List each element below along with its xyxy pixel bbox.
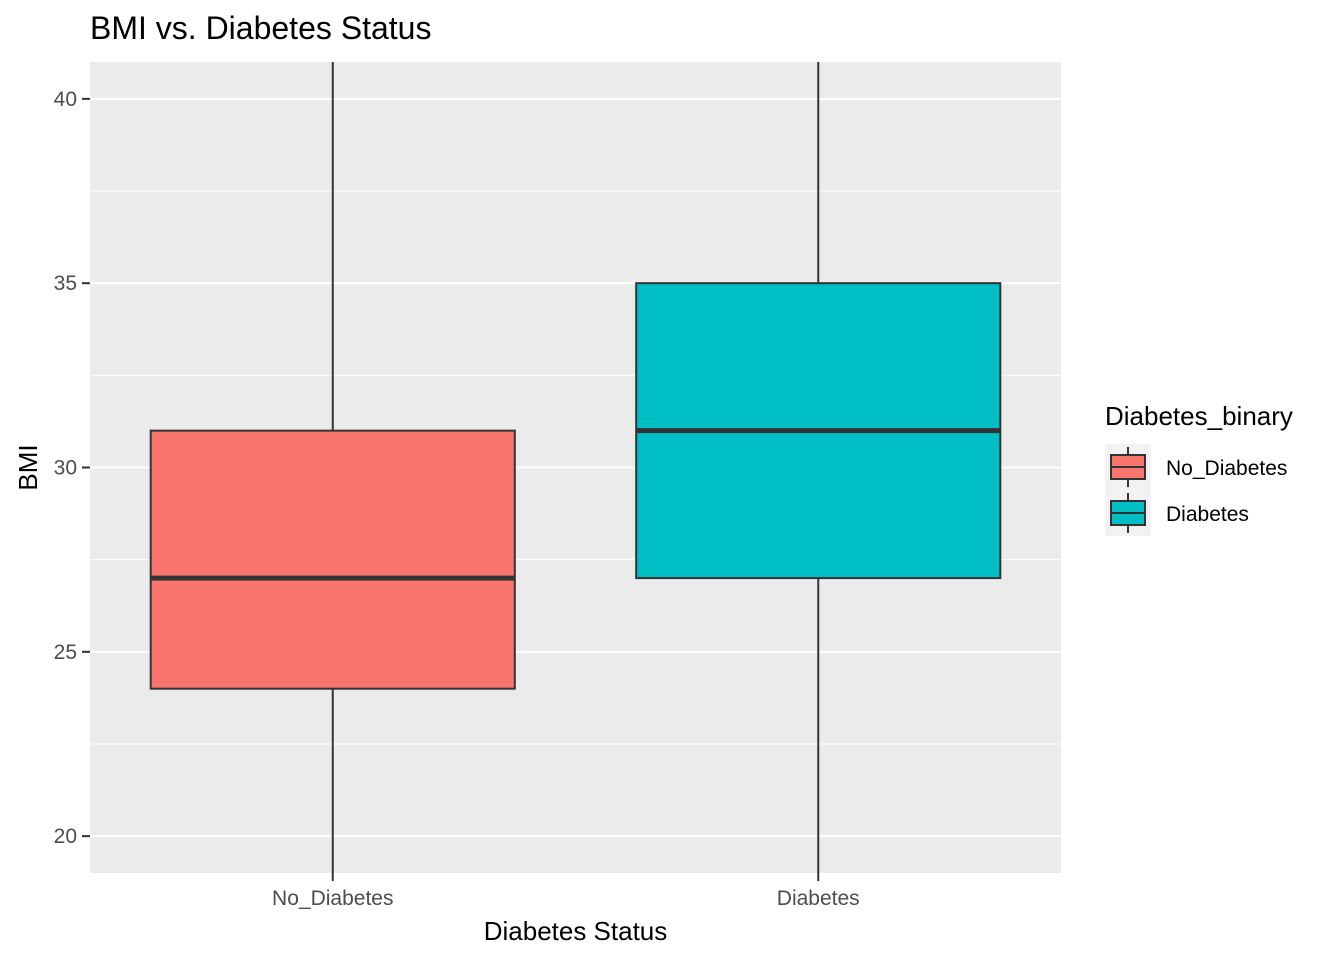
y-tick-label: 35 [54, 272, 77, 295]
legend-title: Diabetes_binary [1105, 401, 1293, 431]
legend-item-No_Diabetes: No_Diabetes [1105, 444, 1287, 490]
x-axis: No_Diabetes Diabetes [272, 873, 860, 910]
legend-label: Diabetes [1166, 503, 1249, 526]
chart-title: BMI vs. Diabetes Status [90, 10, 432, 46]
x-axis-title: Diabetes Status [484, 916, 668, 946]
legend-item-Diabetes: Diabetes [1105, 490, 1249, 536]
x-tick-label: No_Diabetes [272, 887, 393, 910]
y-tick-label: 20 [54, 825, 77, 848]
y-axis: 20 25 30 35 40 [54, 88, 90, 848]
box-iqr [149, 429, 516, 690]
y-tick-label: 25 [54, 641, 77, 664]
x-tick-label: Diabetes [777, 887, 860, 910]
y-tick-label: 30 [54, 457, 77, 480]
box-Diabetes [635, 62, 1002, 873]
y-tick-label: 40 [54, 88, 77, 111]
box-No_Diabetes [149, 62, 516, 873]
legend-label: No_Diabetes [1166, 457, 1287, 480]
boxes [149, 62, 1002, 873]
y-axis-title: BMI [13, 444, 43, 490]
legend: Diabetes_binary No_Diabetes Diabetes [1105, 401, 1293, 536]
